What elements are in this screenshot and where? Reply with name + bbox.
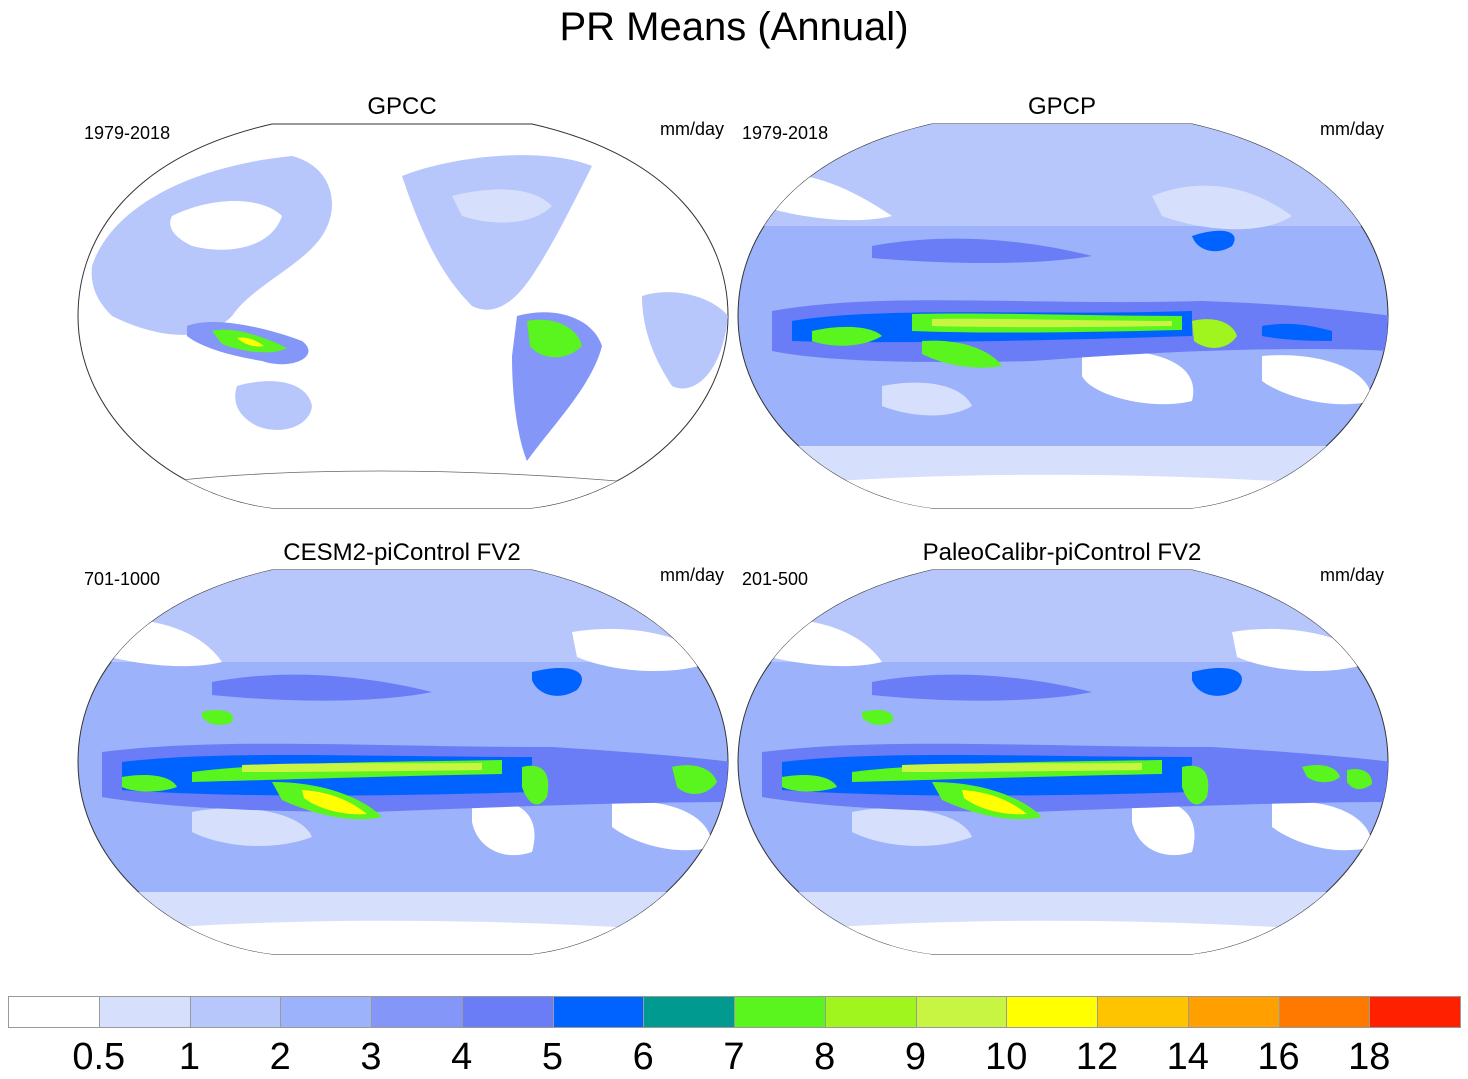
precip-map — [77, 569, 729, 955]
land-north-america — [402, 155, 592, 310]
colorbar-swatch — [98, 996, 191, 1028]
colorbar-tick-label: 14 — [1166, 1036, 1209, 1078]
panel-period: 201-500 — [742, 569, 809, 589]
panel-period: 701-1000 — [84, 569, 161, 589]
panel-units: mm/day — [1319, 565, 1384, 585]
panel-gpcc: GPCC 1979-2018 mm/day — [72, 92, 732, 532]
colorbar-tick-label: 10 — [985, 1036, 1028, 1078]
colorbar-tick-label: 0.5 — [72, 1036, 126, 1078]
panel-title: GPCP — [1027, 93, 1096, 120]
colorbar-tick-label: 12 — [1075, 1036, 1119, 1078]
colorbar-swatch — [1006, 996, 1098, 1028]
panel-gpcp: GPCP 1979-2018 mm/day — [732, 92, 1392, 532]
colorbar-tick-label: 16 — [1257, 1036, 1300, 1078]
land-asia-dry — [170, 201, 282, 250]
colorbar-swatch — [1097, 996, 1189, 1028]
colorbar-swatch — [1187, 996, 1280, 1028]
colorbar-tick-label: 8 — [814, 1036, 836, 1078]
colorbar-tick-label: 18 — [1348, 1036, 1391, 1078]
colorbar-tick-label: 7 — [723, 1036, 745, 1078]
colorbar-swatch — [1369, 996, 1461, 1028]
colorbar-swatch — [552, 996, 645, 1028]
panel-paleocalibr: PaleoCalibr-piControl FV2 201-500 mm/day — [732, 538, 1392, 978]
colorbar-tick-label: 5 — [541, 1036, 564, 1078]
colorbar-swatch — [824, 996, 917, 1028]
colorbar-swatch — [371, 996, 463, 1028]
panel-title: PaleoCalibr-piControl FV2 — [922, 539, 1202, 566]
colorbar-swatch — [280, 996, 372, 1028]
colorbar-swatch — [915, 996, 1008, 1028]
colorbar-swatch — [8, 996, 100, 1028]
colorbar-tick-label: 6 — [632, 1036, 654, 1078]
colorbar-tick-label: 9 — [904, 1036, 927, 1078]
colorbar-tick-label: 2 — [269, 1036, 291, 1078]
panel-period: 1979-2018 — [84, 123, 171, 143]
colorbar-swatch — [734, 996, 826, 1028]
colorbar-tick-label: 4 — [451, 1036, 473, 1078]
panel-cesm2: CESM2-piControl FV2 701-1000 mm/day — [72, 538, 732, 978]
panel-title: CESM2-piControl FV2 — [283, 539, 521, 566]
precip-map — [737, 123, 1389, 509]
figure-title: PR Means (Annual) — [559, 5, 909, 49]
precip-map — [77, 123, 729, 509]
panel-title: GPCC — [367, 93, 437, 120]
colorbar — [8, 996, 1461, 1030]
precip-map — [737, 569, 1389, 955]
panel-units: mm/day — [1319, 119, 1384, 139]
colorbar-swatch — [643, 996, 735, 1028]
colorbar-swatch — [189, 996, 282, 1028]
panel-units: mm/day — [659, 565, 724, 585]
colorbar-swatch — [1278, 996, 1371, 1028]
panel-period: 1979-2018 — [742, 123, 829, 143]
panel-units: mm/day — [659, 119, 724, 139]
colorbar-tick-label: 1 — [178, 1036, 201, 1078]
colorbar-swatch — [461, 996, 554, 1028]
land-australia — [235, 381, 312, 430]
land-amazon-wet — [527, 319, 582, 358]
colorbar-tick-label: 3 — [360, 1036, 382, 1078]
